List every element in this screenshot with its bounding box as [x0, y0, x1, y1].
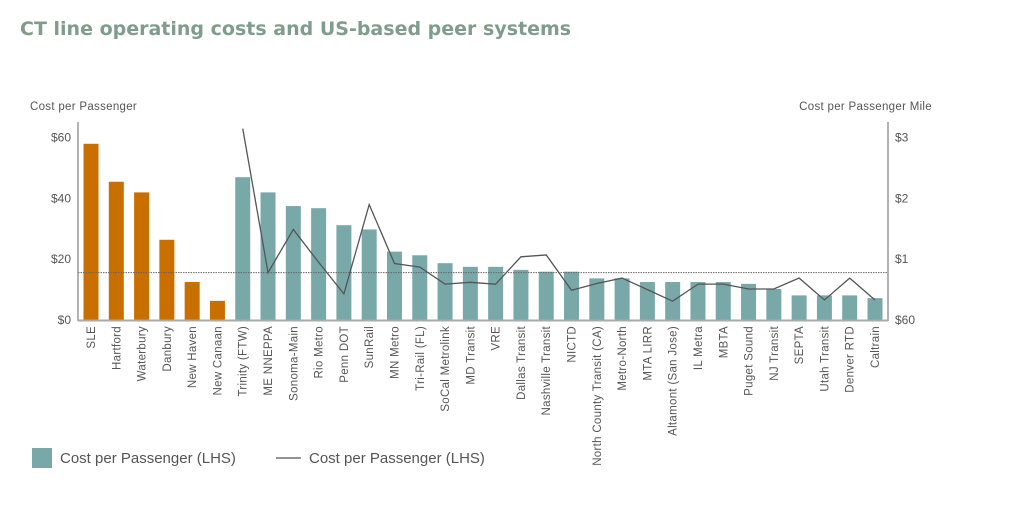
category-label: Puget Sound: [744, 326, 756, 396]
bar-14: [437, 263, 453, 320]
bar-4: [184, 282, 200, 320]
bar-9: [311, 208, 327, 320]
left-tick-label: $20: [51, 252, 71, 266]
left-tick-label: $40: [51, 191, 71, 205]
category-label: Nashville Transit: [541, 326, 553, 416]
left-tick-label: $0: [58, 313, 72, 327]
category-label: Denver RTD: [845, 326, 857, 393]
bar-7: [260, 192, 276, 320]
bar-16: [488, 266, 504, 320]
legend-bar-swatch: [32, 448, 52, 468]
bar-5: [209, 300, 225, 320]
category-label: Metro-North: [617, 326, 629, 391]
bar-11: [361, 229, 377, 320]
category-label: NICTD: [567, 326, 579, 363]
bar-19: [564, 271, 580, 320]
bar-17: [513, 269, 529, 320]
category-label: MN Metro: [389, 326, 401, 379]
legend-bar-label: Cost per Passenger (LHS): [60, 450, 236, 467]
legend-line-label: Cost per Passenger (LHS): [309, 450, 485, 467]
bar-20: [589, 278, 605, 320]
bar-30: [842, 295, 858, 320]
bar-26: [741, 283, 757, 320]
category-label: New Haven: [187, 326, 199, 388]
bar-29: [816, 295, 832, 320]
category-label: Waterbury: [137, 326, 149, 381]
bar-18: [538, 271, 554, 320]
category-label: SunRail: [364, 326, 376, 368]
category-label: VRE: [491, 326, 503, 351]
category-label: Trinity (FTW): [238, 326, 250, 397]
category-label: Sonoma-Main: [288, 326, 300, 401]
category-label: MTA LIRR: [642, 326, 654, 381]
category-label: ME NNEPPA: [263, 326, 275, 396]
category-label: Danbury: [162, 326, 174, 372]
bar-1: [108, 181, 124, 320]
right-tick-label: $1: [895, 252, 909, 266]
cost-per-mile-line: [242, 128, 876, 302]
bar-28: [791, 295, 807, 320]
category-label: Caltrain: [870, 326, 882, 368]
bar-13: [412, 255, 428, 320]
bar-15: [462, 266, 478, 320]
category-label: Hartford: [111, 326, 123, 370]
category-label: SLE: [86, 326, 98, 349]
category-label: Altamont (San Jose): [668, 326, 680, 436]
bar-2: [134, 192, 150, 320]
category-label: IL Metra: [693, 326, 705, 370]
category-label: SoCal Metrolink: [440, 326, 452, 412]
right-tick-label: $60: [895, 313, 915, 327]
right-axis-label: Cost per Passenger Mile: [799, 101, 932, 113]
legend: Cost per Passenger (LHS) Cost per Passen…: [32, 448, 485, 468]
bar-12: [386, 251, 402, 320]
category-label: MD Transit: [465, 325, 477, 384]
bar-24: [690, 282, 706, 320]
left-axis-label: Cost per Passenger: [30, 101, 137, 113]
category-label: Dallas Transit: [516, 326, 528, 400]
category-label: SEPTA: [794, 326, 806, 364]
bar-25: [715, 282, 731, 320]
right-tick-label: $3: [895, 131, 909, 145]
bar-31: [867, 298, 883, 320]
category-label: New Canaan: [212, 326, 224, 395]
category-label: MBTA: [718, 326, 730, 358]
category-label: Penn DOT: [339, 326, 351, 383]
chart-title: CT line operating costs and US-based pee…: [20, 18, 571, 40]
bar-21: [614, 278, 630, 320]
bar-27: [766, 289, 782, 320]
bar-0: [83, 143, 99, 320]
bar-8: [285, 206, 301, 320]
category-label: North County Transit (CA): [592, 326, 604, 466]
left-tick-label: $60: [51, 131, 71, 145]
category-label: Tri-Rail (FL): [415, 326, 427, 391]
bar-3: [159, 239, 175, 320]
right-tick-label: $2: [895, 191, 909, 205]
bar-6: [235, 177, 251, 320]
category-label: Rio Metro: [314, 326, 326, 379]
category-label: NJ Transit: [769, 325, 781, 380]
category-label: Utah Transit: [819, 326, 831, 392]
